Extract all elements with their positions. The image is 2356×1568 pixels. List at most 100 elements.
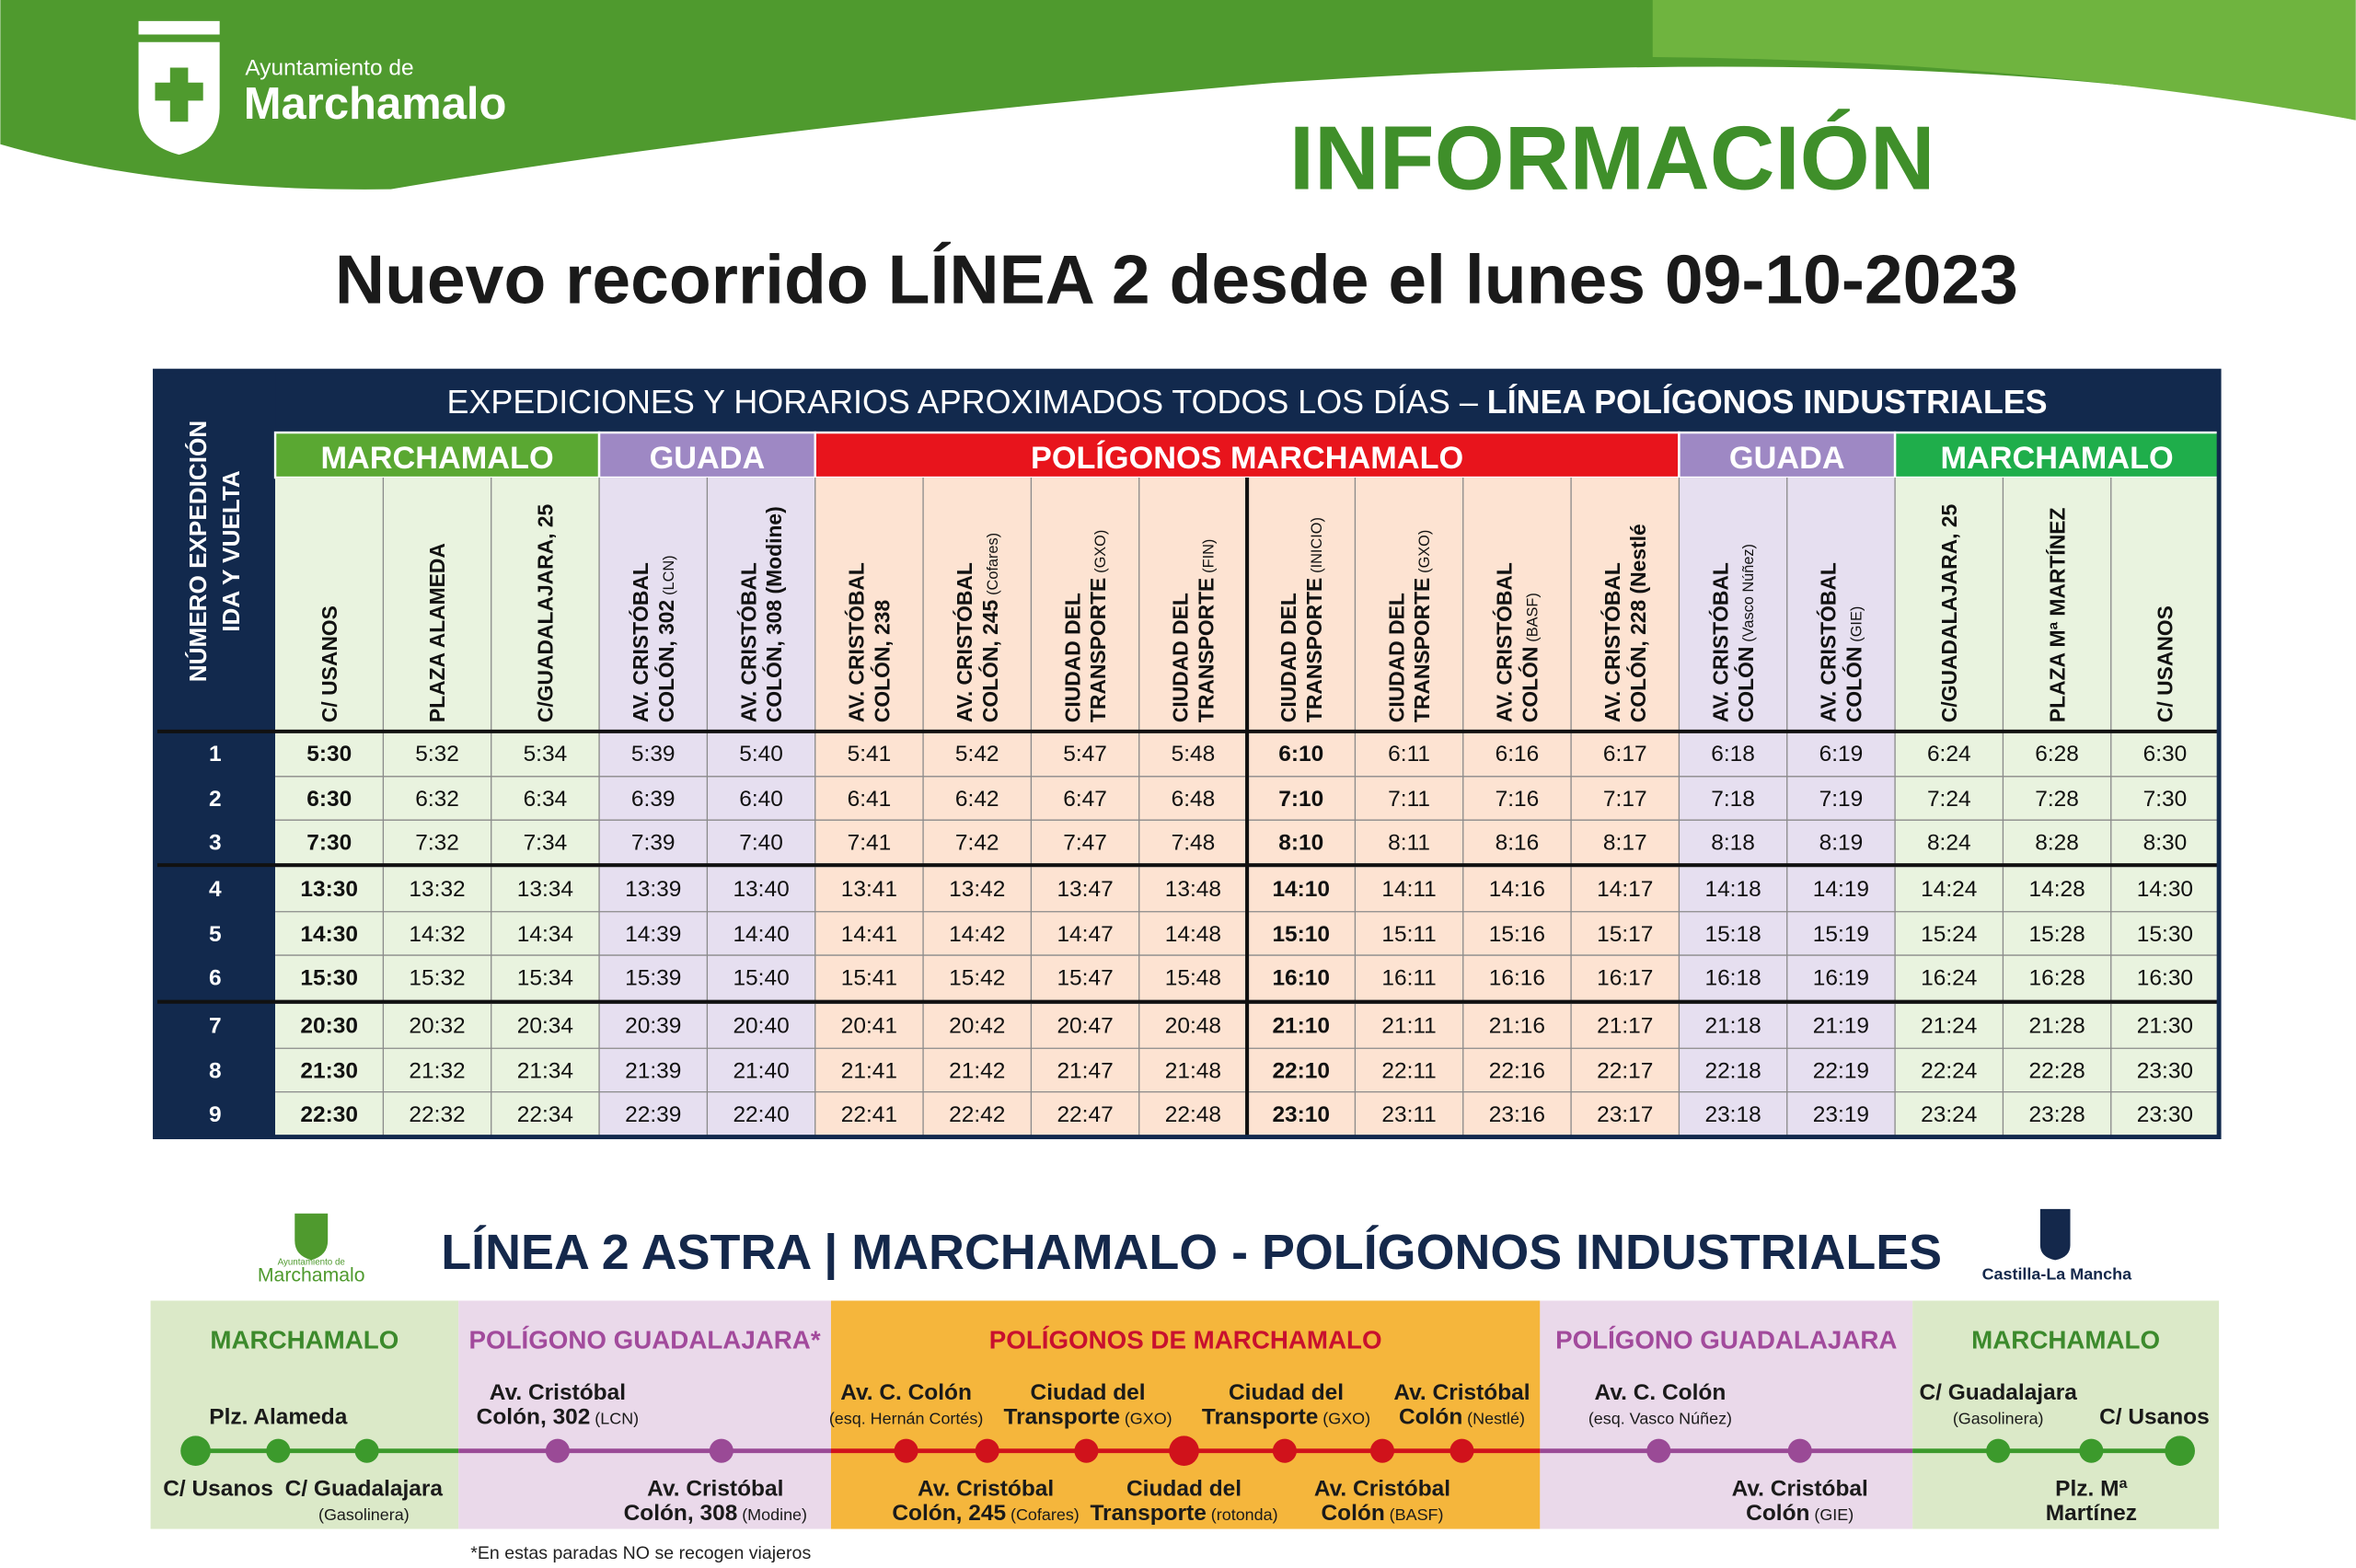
- stop-header-line: COLÓN, 245: [978, 599, 1002, 722]
- stop-dot: [1369, 1438, 1395, 1463]
- stop-dot: [2165, 1435, 2195, 1467]
- time: 22:17: [1597, 1059, 1653, 1084]
- stop-label: Av. Cristóbal: [918, 1477, 1054, 1502]
- time: 15:30: [300, 965, 358, 990]
- time: 22:30: [300, 1102, 358, 1127]
- stop-label: Ciudad del: [1229, 1380, 1344, 1405]
- stop-label-line: Colón, 245: [892, 1501, 1006, 1526]
- time: 23:28: [2028, 1102, 2085, 1127]
- time: 15:47: [1057, 965, 1113, 990]
- zone-name: POLÍGONOS MARCHAMALO: [1031, 439, 1463, 476]
- table-border: [153, 368, 2222, 1140]
- time: 14:17: [1597, 877, 1653, 902]
- stop-header-line: COLÓN, 308 (Modine): [762, 506, 786, 722]
- stop-header-note: (GIE): [1848, 606, 1865, 642]
- column-tint: [1355, 478, 1463, 1137]
- zone-header: [1678, 431, 1897, 479]
- time: 6:48: [1172, 787, 1216, 812]
- time: 7:24: [1927, 787, 1971, 812]
- stop-header: PLAZA ALAMEDA: [425, 543, 449, 722]
- stop-header-note: (LCN): [661, 555, 677, 595]
- time: 6:17: [1603, 742, 1647, 767]
- time: 13:47: [1057, 877, 1113, 902]
- stop-header-note: (Cofares): [985, 533, 1001, 595]
- time: 13:39: [625, 877, 681, 902]
- stop-label-note: (Gasolinera): [318, 1505, 410, 1524]
- stop-header: CIUDAD DEL: [1384, 593, 1408, 722]
- stop-header: AV. CRISTÓBAL: [1600, 562, 1624, 722]
- time: 23:30: [2137, 1059, 2193, 1084]
- stop-dot: [1074, 1438, 1099, 1463]
- time: 7:11: [1388, 787, 1430, 812]
- trip-number: 1: [209, 742, 222, 767]
- stop-dot: [545, 1438, 570, 1463]
- stop-label-note: (GXO): [1322, 1409, 1370, 1427]
- time: 7:32: [415, 830, 459, 855]
- logo-left-name: Marchamalo: [258, 1264, 365, 1286]
- stop-header: C/ USANOS: [2154, 605, 2177, 722]
- stop-label: C/ Usanos: [2099, 1404, 2210, 1429]
- stop-header-note: (Vasco Núñez): [1740, 544, 1757, 642]
- stop-dot: [894, 1438, 918, 1463]
- zone-name: MARCHAMALO: [320, 441, 553, 476]
- stop-label: Av. Cristóbal: [1314, 1477, 1450, 1502]
- time: 6:41: [848, 787, 892, 812]
- time: 20:30: [300, 1014, 358, 1039]
- stop-header-line: CIUDAD DEL: [1384, 593, 1408, 722]
- column-tint: [491, 478, 600, 1137]
- corner-bg: [155, 371, 276, 1137]
- column-tint: [1247, 478, 1356, 1137]
- time: 22:16: [1489, 1059, 1545, 1084]
- stop-dot: [266, 1438, 291, 1463]
- stop-label-line: Ciudad del: [1126, 1477, 1242, 1502]
- time: 7:34: [524, 830, 568, 855]
- stop-label-note: (Modine): [742, 1505, 807, 1524]
- time: 8:11: [1388, 830, 1430, 855]
- stop-header-line: AV. CRISTÓBAL: [736, 562, 760, 722]
- trip-number: 7: [209, 1014, 222, 1039]
- time: 23:18: [1704, 1102, 1761, 1127]
- stop-header-line: AV. CRISTÓBAL: [1493, 562, 1517, 722]
- time: 14:42: [949, 922, 1005, 947]
- time: 8:10: [1278, 830, 1323, 855]
- time: 7:41: [848, 830, 892, 855]
- stop-label-line: Colón, 308: [624, 1501, 738, 1526]
- stop-label-note: (Nestlé): [1467, 1409, 1525, 1427]
- stop-header-line: TRANSPORTE: [1194, 578, 1218, 722]
- time: 20:47: [1057, 1014, 1113, 1039]
- stop-header: COLÓN, 238: [870, 600, 894, 722]
- logo-crown: [138, 20, 220, 35]
- section-name: MARCHAMALO: [1971, 1326, 2160, 1355]
- zone-header: [273, 431, 601, 479]
- stop-label-note: (esq. Vasco Núñez): [1588, 1409, 1732, 1427]
- time: 22:39: [625, 1102, 681, 1127]
- time: 22:18: [1704, 1059, 1761, 1084]
- stop-header: COLÓN, 245 (Cofares): [978, 533, 1002, 722]
- stop-label-note: (Cofares): [1011, 1505, 1080, 1524]
- stop-header: TRANSPORTE (GXO): [1410, 530, 1434, 722]
- footnote: *En estas paradas NO se recogen viajeros: [470, 1543, 811, 1563]
- time: 15:28: [2028, 922, 2085, 947]
- time: 14:47: [1057, 922, 1113, 947]
- time: 14:41: [841, 922, 897, 947]
- time: 16:16: [1489, 965, 1545, 990]
- stop-header: AV. CRISTÓBAL: [1817, 562, 1841, 722]
- time: 7:48: [1172, 830, 1216, 855]
- stop-header: TRANSPORTE (INICIO): [1302, 517, 1326, 722]
- time: 21:11: [1381, 1014, 1436, 1039]
- time: 5:47: [1063, 742, 1107, 767]
- stop-label-line: Av. Cristóbal: [647, 1477, 783, 1502]
- stop-header: COLÓN (GIE): [1842, 606, 1865, 722]
- time: 15:19: [1813, 922, 1869, 947]
- stop-header: AV. CRISTÓBAL: [845, 562, 869, 722]
- time: 6:24: [1927, 742, 1971, 767]
- time: 21:32: [409, 1059, 465, 1084]
- time: 5:39: [631, 742, 676, 767]
- stop-label-note: (GXO): [1125, 1409, 1172, 1427]
- trip-number: 3: [209, 830, 222, 855]
- trip-number: 8: [209, 1059, 222, 1084]
- time: 7:39: [631, 830, 676, 855]
- time: 21:40: [733, 1059, 789, 1084]
- time: 14:34: [517, 922, 573, 947]
- stop-header-note: (GXO): [1416, 530, 1433, 573]
